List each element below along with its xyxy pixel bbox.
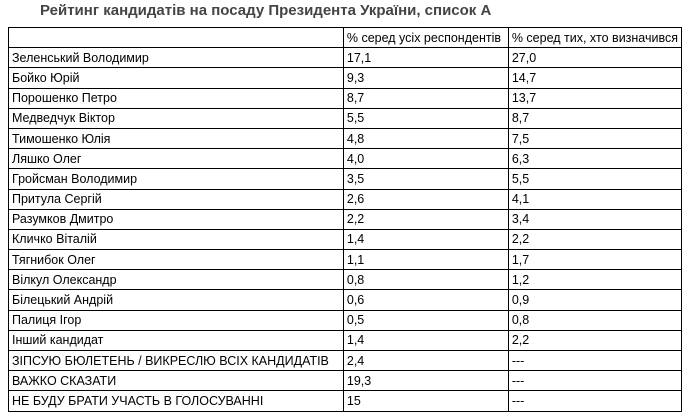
value-cell: 27,0	[507, 47, 683, 69]
value-cell: ---	[507, 390, 683, 412]
value-cell: ---	[507, 370, 683, 392]
value-cell: 14,7	[507, 67, 683, 89]
value-cell: 0,6	[342, 289, 509, 311]
table-row: Вілкул Олександр 0,8 1,2	[8, 269, 683, 291]
value-cell: 8,7	[342, 87, 509, 109]
header-cell: % серед усіх респондентів	[342, 26, 509, 49]
value-cell: 19,3	[342, 370, 509, 392]
rating-table: % серед усіх респондентів % серед тих, х…	[8, 26, 683, 412]
table-body: % серед усіх респондентів % серед тих, х…	[8, 26, 683, 412]
candidate-cell: Порошенко Петро	[8, 87, 344, 109]
value-cell: 2,2	[342, 208, 509, 230]
value-cell: 3,4	[507, 208, 683, 230]
candidate-cell: Вілкул Олександр	[8, 269, 344, 291]
table-row: НЕ БУДУ БРАТИ УЧАСТЬ В ГОЛОСУВАННІ 15 ---	[8, 390, 683, 412]
value-cell: 6,3	[507, 148, 683, 170]
table-row: Медведчук Віктор 5,5 8,7	[8, 107, 683, 129]
value-cell: 2,2	[507, 228, 683, 251]
value-cell: 1,2	[507, 269, 683, 291]
candidate-cell: ЗІПСУЮ БЮЛЕТЕНЬ / ВИКРЕСЛЮ ВСІХ КАНДИДАТ…	[8, 349, 344, 372]
table-row: ЗІПСУЮ БЮЛЕТЕНЬ / ВИКРЕСЛЮ ВСІХ КАНДИДАТ…	[8, 349, 683, 372]
header-row: % серед усіх респондентів % серед тих, х…	[8, 26, 683, 49]
candidate-cell: Разумков Дмитро	[8, 208, 344, 230]
value-cell: 9,3	[342, 67, 509, 89]
header-cell: % серед тих, хто визначився	[507, 26, 683, 49]
value-cell: 2,4	[342, 349, 509, 372]
table-row: Білецький Андрій 0,6 0,9	[8, 289, 683, 311]
table-row: Разумков Дмитро 2,2 3,4	[8, 208, 683, 230]
value-cell: 4,0	[342, 148, 509, 170]
candidate-cell: Зеленський Володимир	[8, 47, 344, 69]
value-cell: 8,7	[507, 107, 683, 129]
value-cell: 1,7	[507, 249, 683, 271]
value-cell: 4,8	[342, 127, 509, 150]
candidate-cell: Медведчук Віктор	[8, 107, 344, 129]
table-row: Притула Сергій 2,6 4,1	[8, 188, 683, 210]
value-cell: 5,5	[507, 168, 683, 190]
value-cell: 1,4	[342, 228, 509, 251]
table-row: ВАЖКО СКАЗАТИ 19,3 ---	[8, 370, 683, 392]
candidate-cell: Притула Сергій	[8, 188, 344, 210]
candidate-cell: Тимошенко Юлія	[8, 127, 344, 150]
table-row: Інший кандидат 1,4 2,2	[8, 329, 683, 352]
candidate-cell: Білецький Андрій	[8, 289, 344, 311]
value-cell: 0,8	[507, 309, 683, 331]
candidate-cell: Інший кандидат	[8, 329, 344, 352]
value-cell: 3,5	[342, 168, 509, 190]
header-cell	[8, 26, 344, 49]
candidate-cell: Гройсман Володимир	[8, 168, 344, 190]
value-cell: 5,5	[342, 107, 509, 129]
candidate-cell: Палиця Ігор	[8, 309, 344, 331]
value-cell: ---	[507, 349, 683, 372]
table-title: Рейтинг кандидатів на посаду Президента …	[40, 2, 492, 19]
value-cell: 0,9	[507, 289, 683, 311]
table-row: Бойко Юрій 9,3 14,7	[8, 67, 683, 89]
value-cell: 2,2	[507, 329, 683, 352]
value-cell: 0,8	[342, 269, 509, 291]
value-cell: 7,5	[507, 127, 683, 150]
table-row: Палиця Ігор 0,5 0,8	[8, 309, 683, 331]
candidate-cell: Бойко Юрій	[8, 67, 344, 89]
table-row: Кличко Віталій 1,4 2,2	[8, 228, 683, 251]
value-cell: 15	[342, 390, 509, 412]
table-row: Гройсман Володимир 3,5 5,5	[8, 168, 683, 190]
table-row: Тягнибок Олег 1,1 1,7	[8, 249, 683, 271]
table-row: Зеленський Володимир 17,1 27,0	[8, 47, 683, 69]
value-cell: 2,6	[342, 188, 509, 210]
table-row: Ляшко Олег 4,0 6,3	[8, 148, 683, 170]
value-cell: 4,1	[507, 188, 683, 210]
value-cell: 1,4	[342, 329, 509, 352]
value-cell: 1,1	[342, 249, 509, 271]
value-cell: 13,7	[507, 87, 683, 109]
candidate-cell: ВАЖКО СКАЗАТИ	[8, 370, 344, 392]
value-cell: 0,5	[342, 309, 509, 331]
table-row: Тимошенко Юлія 4,8 7,5	[8, 127, 683, 150]
candidate-cell: Тягнибок Олег	[8, 249, 344, 271]
candidate-cell: Ляшко Олег	[8, 148, 344, 170]
table-row: Порошенко Петро 8,7 13,7	[8, 87, 683, 109]
value-cell: 17,1	[342, 47, 509, 69]
candidate-cell: Кличко Віталій	[8, 228, 344, 251]
candidate-cell: НЕ БУДУ БРАТИ УЧАСТЬ В ГОЛОСУВАННІ	[8, 390, 344, 412]
